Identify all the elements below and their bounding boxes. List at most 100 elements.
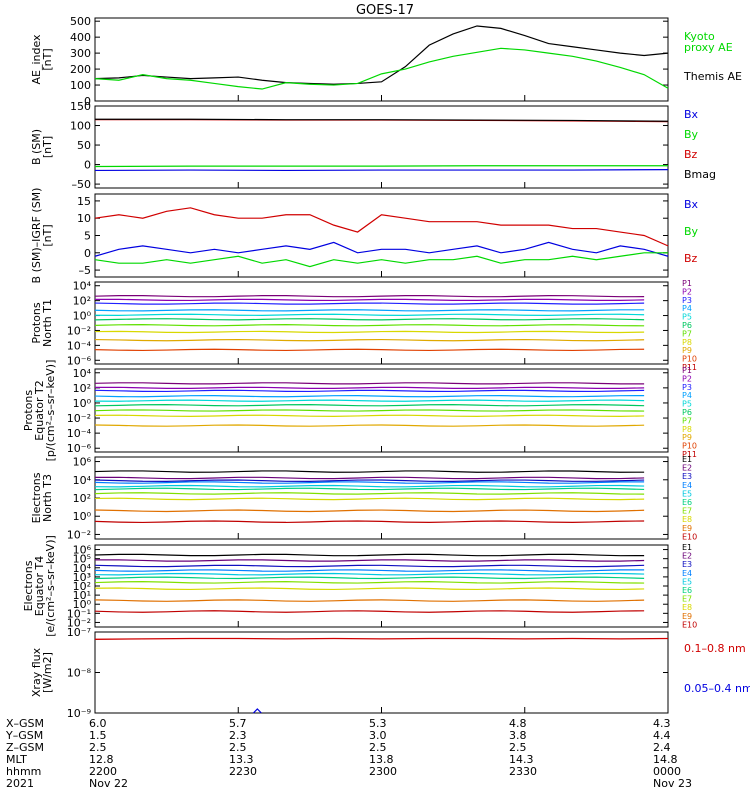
flux-p1-P8 <box>94 330 645 334</box>
ytick-ae-3: 300 <box>70 47 91 60</box>
panel-b: –50 0 50 100 150 B (SM)[nT] Bx By Bz Bmag <box>30 100 716 191</box>
ylabel-e4-2: [e/(cm²–s–sr–keV)] <box>44 535 57 637</box>
legend-db-by: By <box>684 225 699 238</box>
legend-e4-e9: E9 <box>682 612 692 621</box>
flux-e3-E6 <box>94 487 645 491</box>
ytick-p2-0: 10⁻⁶ <box>67 442 92 455</box>
legend-p1-p1: P1 <box>682 279 692 288</box>
series-b-3 <box>95 118 669 122</box>
x-col1-hhmm: 2230 <box>229 765 257 778</box>
legend-b-by: By <box>684 128 699 141</box>
ytick-p1-2: 10⁻² <box>67 324 91 337</box>
ytick-e4-7: 10⁵ <box>73 553 91 566</box>
ylabel-db-1: [nT] <box>41 224 54 246</box>
flux-p2-P7 <box>94 409 645 412</box>
x-col3-mlt: 14.3 <box>509 753 534 766</box>
x-col1-mlt: 13.3 <box>229 753 254 766</box>
ytick-db-2: 5 <box>84 230 91 243</box>
ytick-e4-0: 10⁻² <box>67 616 91 629</box>
panel-frame-ae <box>94 17 669 102</box>
ytick-e4-6: 10⁴ <box>73 562 92 575</box>
series-ae-0 <box>94 25 669 85</box>
legend-b-bmag: Bmag <box>684 168 716 181</box>
flux-p2-P9 <box>94 424 645 427</box>
legend-p2-p11: P11 <box>682 450 697 459</box>
legend-e3-e6: E6 <box>682 498 692 507</box>
x-col2-mlt: 13.8 <box>369 753 394 766</box>
legend-themis-ae: Themis AE <box>683 70 742 83</box>
panel-frame-e4 <box>94 544 669 628</box>
x-col1-zgsm: 2.5 <box>229 741 247 754</box>
ylabel-p1-0: Protons <box>30 302 43 343</box>
figure-title: GOES-17 <box>356 3 414 18</box>
legend-p2-p3: P3 <box>682 383 692 392</box>
ytick-e4-1: 10⁻¹ <box>67 607 91 620</box>
ytick-b-1: 0 <box>84 159 91 172</box>
ylabel-b-1: [nT] <box>41 136 54 158</box>
flux-e4-E9 <box>94 599 645 602</box>
ytick-ae-1: 100 <box>70 79 91 92</box>
flux-e4-E3 <box>94 564 645 568</box>
legend-e3-e4: E4 <box>682 481 692 490</box>
ylabel-p1-1: North T1 <box>41 299 54 347</box>
series-xray-short <box>252 708 262 714</box>
ylabel-ae-0: AE_index <box>30 34 43 85</box>
ytick-p2-3: 10⁰ <box>73 397 92 410</box>
legend-e3-e9: E9 <box>682 524 692 533</box>
x-col3-zgsm: 2.5 <box>509 741 527 754</box>
x-col4-date: Nov 23 <box>653 777 692 790</box>
x-col0-xgsm: 6.0 <box>89 717 107 730</box>
x-col3-ygsm: 3.8 <box>509 729 527 742</box>
legend-e4-e10: E10 <box>682 620 697 629</box>
series-ae-1 <box>94 47 669 90</box>
legend-p1-p5: P5 <box>682 313 692 322</box>
ytick-e3-3: 10⁴ <box>73 474 92 487</box>
ytick-b-0: –50 <box>72 178 92 191</box>
legend-e4-e6: E6 <box>682 586 692 595</box>
legend-b: Bx By Bz Bmag <box>684 108 716 181</box>
panel-x: 10⁻⁹ 10⁻⁸ 10⁻⁷ Xray flux[W/m2] 0.1–0.8 nm 0.0… <box>30 626 750 720</box>
legend-b-bz: Bz <box>684 148 698 161</box>
ylabel-e3-0: Electrons <box>30 472 43 523</box>
legend-p1-p9: P9 <box>682 346 692 355</box>
ylabel-p2-0: Protons <box>22 390 35 431</box>
legend-xray-short: 0.05–0.4 nm <box>684 682 750 695</box>
row-label-xgsm: X–GSM <box>6 717 44 730</box>
x-column-4: 4.3 4.4 2.4 14.8 0000 Nov 23 <box>653 717 692 790</box>
ylabel-x-0: Xray flux <box>30 647 43 697</box>
flux-e3-E7 <box>94 492 645 495</box>
ytick-b-3: 100 <box>70 120 91 133</box>
row-label-year: 2021 <box>6 777 34 790</box>
flux-e4-E8 <box>94 587 645 591</box>
flux-e4-E10 <box>94 610 645 613</box>
legend-e4-e4: E4 <box>682 569 692 578</box>
ylabel-p2-1: Equator T2 <box>33 380 46 440</box>
legend-p1-p10: P10 <box>682 355 697 364</box>
ytick-p2-5: 10⁴ <box>73 367 92 380</box>
ytick-b-4: 150 <box>70 100 91 113</box>
ytick-p1-5: 10⁴ <box>73 280 92 293</box>
ytick-db-3: 10 <box>77 212 91 225</box>
x-col2-ygsm: 3.0 <box>369 729 387 742</box>
x-col0-date: Nov 22 <box>89 777 128 790</box>
series-xray-long <box>94 637 669 640</box>
flux-p1-P10 <box>94 348 645 352</box>
legend-x: 0.1–0.8 nm 0.05–0.4 nm <box>684 642 750 695</box>
x-col0-mlt: 12.8 <box>89 753 114 766</box>
flux-e4-E4 <box>94 569 645 572</box>
ytick-e3-4: 10⁶ <box>73 456 92 469</box>
ytick-p2-4: 10² <box>73 382 91 395</box>
x-col4-zgsm: 2.4 <box>653 741 671 754</box>
flux-p2-P3 <box>94 389 645 393</box>
series-b-0 <box>94 169 669 172</box>
flux-p2-P1 <box>94 382 645 385</box>
legend-e4-e1: E1 <box>682 543 692 552</box>
flux-e4-E2 <box>94 559 645 562</box>
legend-kyoto: Kyoto <box>684 30 715 43</box>
x-column-3: 4.8 3.8 2.5 14.3 2330 <box>509 717 537 778</box>
ytick-x-1: 10⁻⁸ <box>67 667 92 680</box>
flux-p1-P4 <box>94 309 645 312</box>
